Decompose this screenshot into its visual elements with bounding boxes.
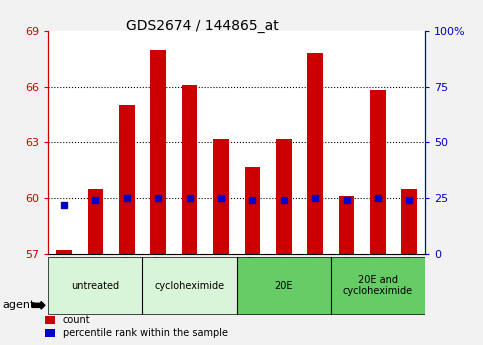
Bar [307, 53, 323, 254]
Text: untreated: untreated [71, 280, 119, 290]
Bar [87, 189, 103, 254]
Bar [182, 85, 198, 254]
Text: 20E and
cycloheximide: 20E and cycloheximide [343, 275, 413, 296]
Bar [119, 105, 135, 254]
Bar [237, 257, 331, 314]
Bar [150, 50, 166, 254]
Bar [331, 257, 425, 314]
Text: GDS2674 / 144865_at: GDS2674 / 144865_at [127, 19, 279, 33]
Text: 20E: 20E [274, 280, 293, 290]
Bar [370, 90, 386, 254]
Bar [339, 196, 355, 254]
Bar [401, 189, 417, 254]
Bar [276, 139, 292, 254]
Legend: count, percentile rank within the sample: count, percentile rank within the sample [43, 313, 230, 340]
Bar [142, 257, 237, 314]
Bar [244, 167, 260, 254]
Bar [213, 139, 229, 254]
Bar [48, 257, 142, 314]
Bar [56, 250, 72, 254]
Text: cycloheximide: cycloheximide [155, 280, 225, 290]
Text: agent: agent [2, 300, 35, 310]
